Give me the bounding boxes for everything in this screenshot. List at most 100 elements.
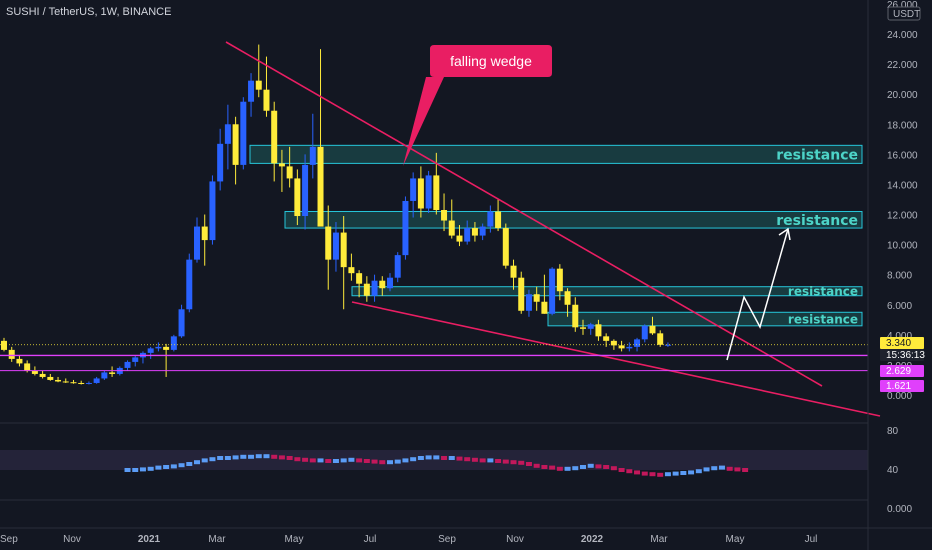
rsi-point [734,467,741,472]
candle-body [271,110,278,164]
rsi-point [641,471,648,476]
candle-body [62,381,69,383]
rsi-point [603,465,610,469]
candle-body [217,143,224,182]
candle-body [525,294,532,311]
candle-body [47,376,54,380]
candle-body [124,361,131,368]
resistance-zone [249,144,863,164]
rsi-point [703,467,710,472]
candle-body [78,382,85,384]
candle-body [317,146,324,227]
candle-body [255,80,262,90]
rsi-point [657,472,664,477]
candle-body [456,235,463,242]
rsi-point [525,462,532,466]
rsi-point [170,464,177,469]
rsi-point [672,471,679,476]
candle-body [479,226,486,236]
arrowhead-icon [778,227,791,241]
rsi-point [309,458,316,463]
rsi-point [479,458,486,463]
candle-body [541,301,548,314]
rsi-point [464,457,471,462]
candle-body [356,273,363,284]
callout-text: falling wedge [450,53,532,69]
falling-wedge-callout: falling wedge [403,45,552,166]
rsi-point [332,459,339,463]
countdown-badge [880,349,924,361]
rsi-point [495,459,502,463]
rsi-point [587,463,594,468]
countdown-badge-text: 15:36:13 [886,350,925,361]
candle-body [595,324,602,337]
rsi-point [626,469,633,474]
candle-body [572,304,579,328]
candle-body [109,372,116,374]
candle-body [309,146,316,165]
candle-body [201,226,208,241]
candle-body [410,178,417,201]
candle-body [441,210,448,221]
rsi-point [124,468,131,472]
candle-body [178,309,185,337]
rsi-point [232,455,239,460]
rsi-point [340,458,347,463]
level-badge [880,365,924,377]
price-tick-label: 14.000 [887,180,918,191]
projection-path [726,228,789,361]
candle-body [302,164,309,217]
rsi-point [441,456,448,460]
rsi-point [456,456,463,461]
candle-body [232,124,239,165]
last-price-badge [880,337,924,349]
rsi-point [549,465,556,470]
candle-body [618,345,625,349]
candle-body [610,340,617,346]
candlesticks [1,44,671,385]
price-tick-label: 8.000 [887,271,912,282]
price-tick-label: 24.000 [887,30,918,41]
rsi-point [139,467,146,472]
rsi-point [278,455,285,460]
candle-body [433,175,440,211]
rsi-point [155,465,162,470]
candle-body [510,265,517,278]
candle-body [170,336,177,350]
rsi-point [209,457,216,462]
rsi-point [580,465,586,469]
candle-body [24,363,31,371]
rsi-point [356,458,363,463]
candle-body [155,346,162,349]
rsi-point [417,456,424,460]
rsi-point [471,457,478,462]
trendlines [0,41,881,417]
price-tick-label: 6.000 [887,301,912,312]
level-badge [880,380,924,392]
time-tick-label: Nov [63,534,81,545]
candle-body [31,370,38,374]
candle-body [549,268,556,314]
rsi-point [742,468,749,472]
time-tick-label: 2021 [138,534,161,545]
rsi-point [448,456,455,460]
price-tick-label: 4.000 [887,331,912,342]
rsi-point [178,463,185,468]
time-tick-label: Mar [208,534,226,545]
candle-body [286,166,293,179]
rsi-point [433,455,440,460]
resistance-zone [351,286,863,297]
candle-body [294,178,301,217]
rsi-point [379,460,386,465]
candle-body [580,327,586,329]
candle-body [132,357,139,362]
rsi-point [387,460,393,465]
candle-body [16,358,23,364]
rsi-point [680,471,687,475]
candle-body [209,181,216,241]
rsi-point [286,456,293,460]
candle-body [634,339,641,347]
resistance-label: resistance [788,285,858,299]
level-badge-text: 1.621 [886,381,911,392]
